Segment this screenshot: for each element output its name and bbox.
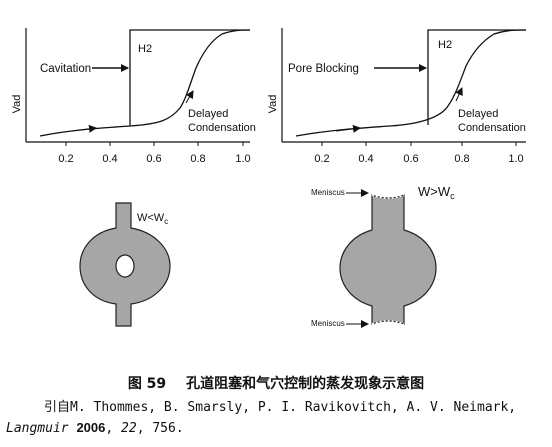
meniscus-top-label: Meniscus [311,188,345,197]
left-desorption-curve [129,29,250,126]
left-h2-label: H2 [138,43,152,55]
right-x-ticks [321,142,517,146]
meniscus-bottom-label: Meniscus [311,319,345,328]
cavitation-pore-diagram: W<Wc [79,202,171,327]
condensation-label: Condensation [458,122,526,134]
right-desorption-curve [427,29,526,125]
right-curve-arrow [455,87,463,102]
reference-prefix: 引自 [44,400,71,415]
condensation-label: Condensation [188,122,256,134]
meniscus-bottom-line [371,320,405,325]
right-xtick-label: 0.6 [403,153,418,165]
isotherm-figure: 0.2 0.4 0.6 0.8 1.0 Vad H2 Cavitation De… [11,28,527,328]
right-xtick-label: 0.2 [314,153,329,165]
cavitation-label: Cavitation [40,63,91,75]
pore-blocking-diagram: Meniscus Meniscus W>Wc [311,184,455,328]
right-y-label: Vad [267,95,279,114]
reference-year: 2006 [76,420,106,435]
delayed-label: Delayed [188,108,228,120]
reference-volume: 22 [121,421,137,436]
reference-line-2: Langmuir 2006, 22, 756. [6,420,184,436]
reference-line-1: 引自M. Thommes, B. Smarsly, P. I. Ravikovi… [0,399,552,417]
left-xtick-label: 0.6 [146,153,161,165]
right-curve-arrow [335,124,361,133]
left-isotherm-plot: 0.2 0.4 0.6 0.8 1.0 Vad H2 Cavitation De… [11,28,256,165]
left-xtick-label: 0.4 [102,153,117,165]
left-xtick-label: 0.2 [58,153,73,165]
left-xtick-label: 1.0 [235,153,250,165]
left-y-label: Vad [11,95,23,114]
right-xtick-label: 1.0 [508,153,523,165]
left-x-ticks [65,142,244,146]
right-xtick-label: 0.8 [454,153,469,165]
right-h2-label: H2 [438,39,452,51]
figure-number: 图 59 [127,376,167,392]
pore-body [339,194,437,325]
right-xtick-label: 0.4 [358,153,373,165]
delayed-label: Delayed [458,108,498,120]
reference-pages: , 756. [136,421,184,436]
reference-authors: M. Thommes, B. Smarsly, P. I. Ravikovitc… [70,400,517,415]
right-isotherm-plot: 0.2 0.4 0.6 0.8 1.0 Vad H2 Pore Blocking… [267,28,527,165]
pore-width-label: W>Wc [418,184,455,201]
vapor-bubble [115,254,135,278]
meniscus-top-line [371,194,405,199]
left-curve-arrow [71,124,97,133]
figure-caption: 图 59 孔道阻塞和气穴控制的蒸发现象示意图 [0,373,552,393]
reference-journal: Langmuir [6,421,69,436]
pore-width-label: W<Wc [137,212,168,226]
left-xtick-label: 0.8 [190,153,205,165]
pore-blocking-label: Pore Blocking [288,63,359,75]
figure-title: 孔道阻塞和气穴控制的蒸发现象示意图 [186,376,425,392]
left-curve-arrow [185,90,194,104]
right-adsorption-curve [295,29,527,137]
